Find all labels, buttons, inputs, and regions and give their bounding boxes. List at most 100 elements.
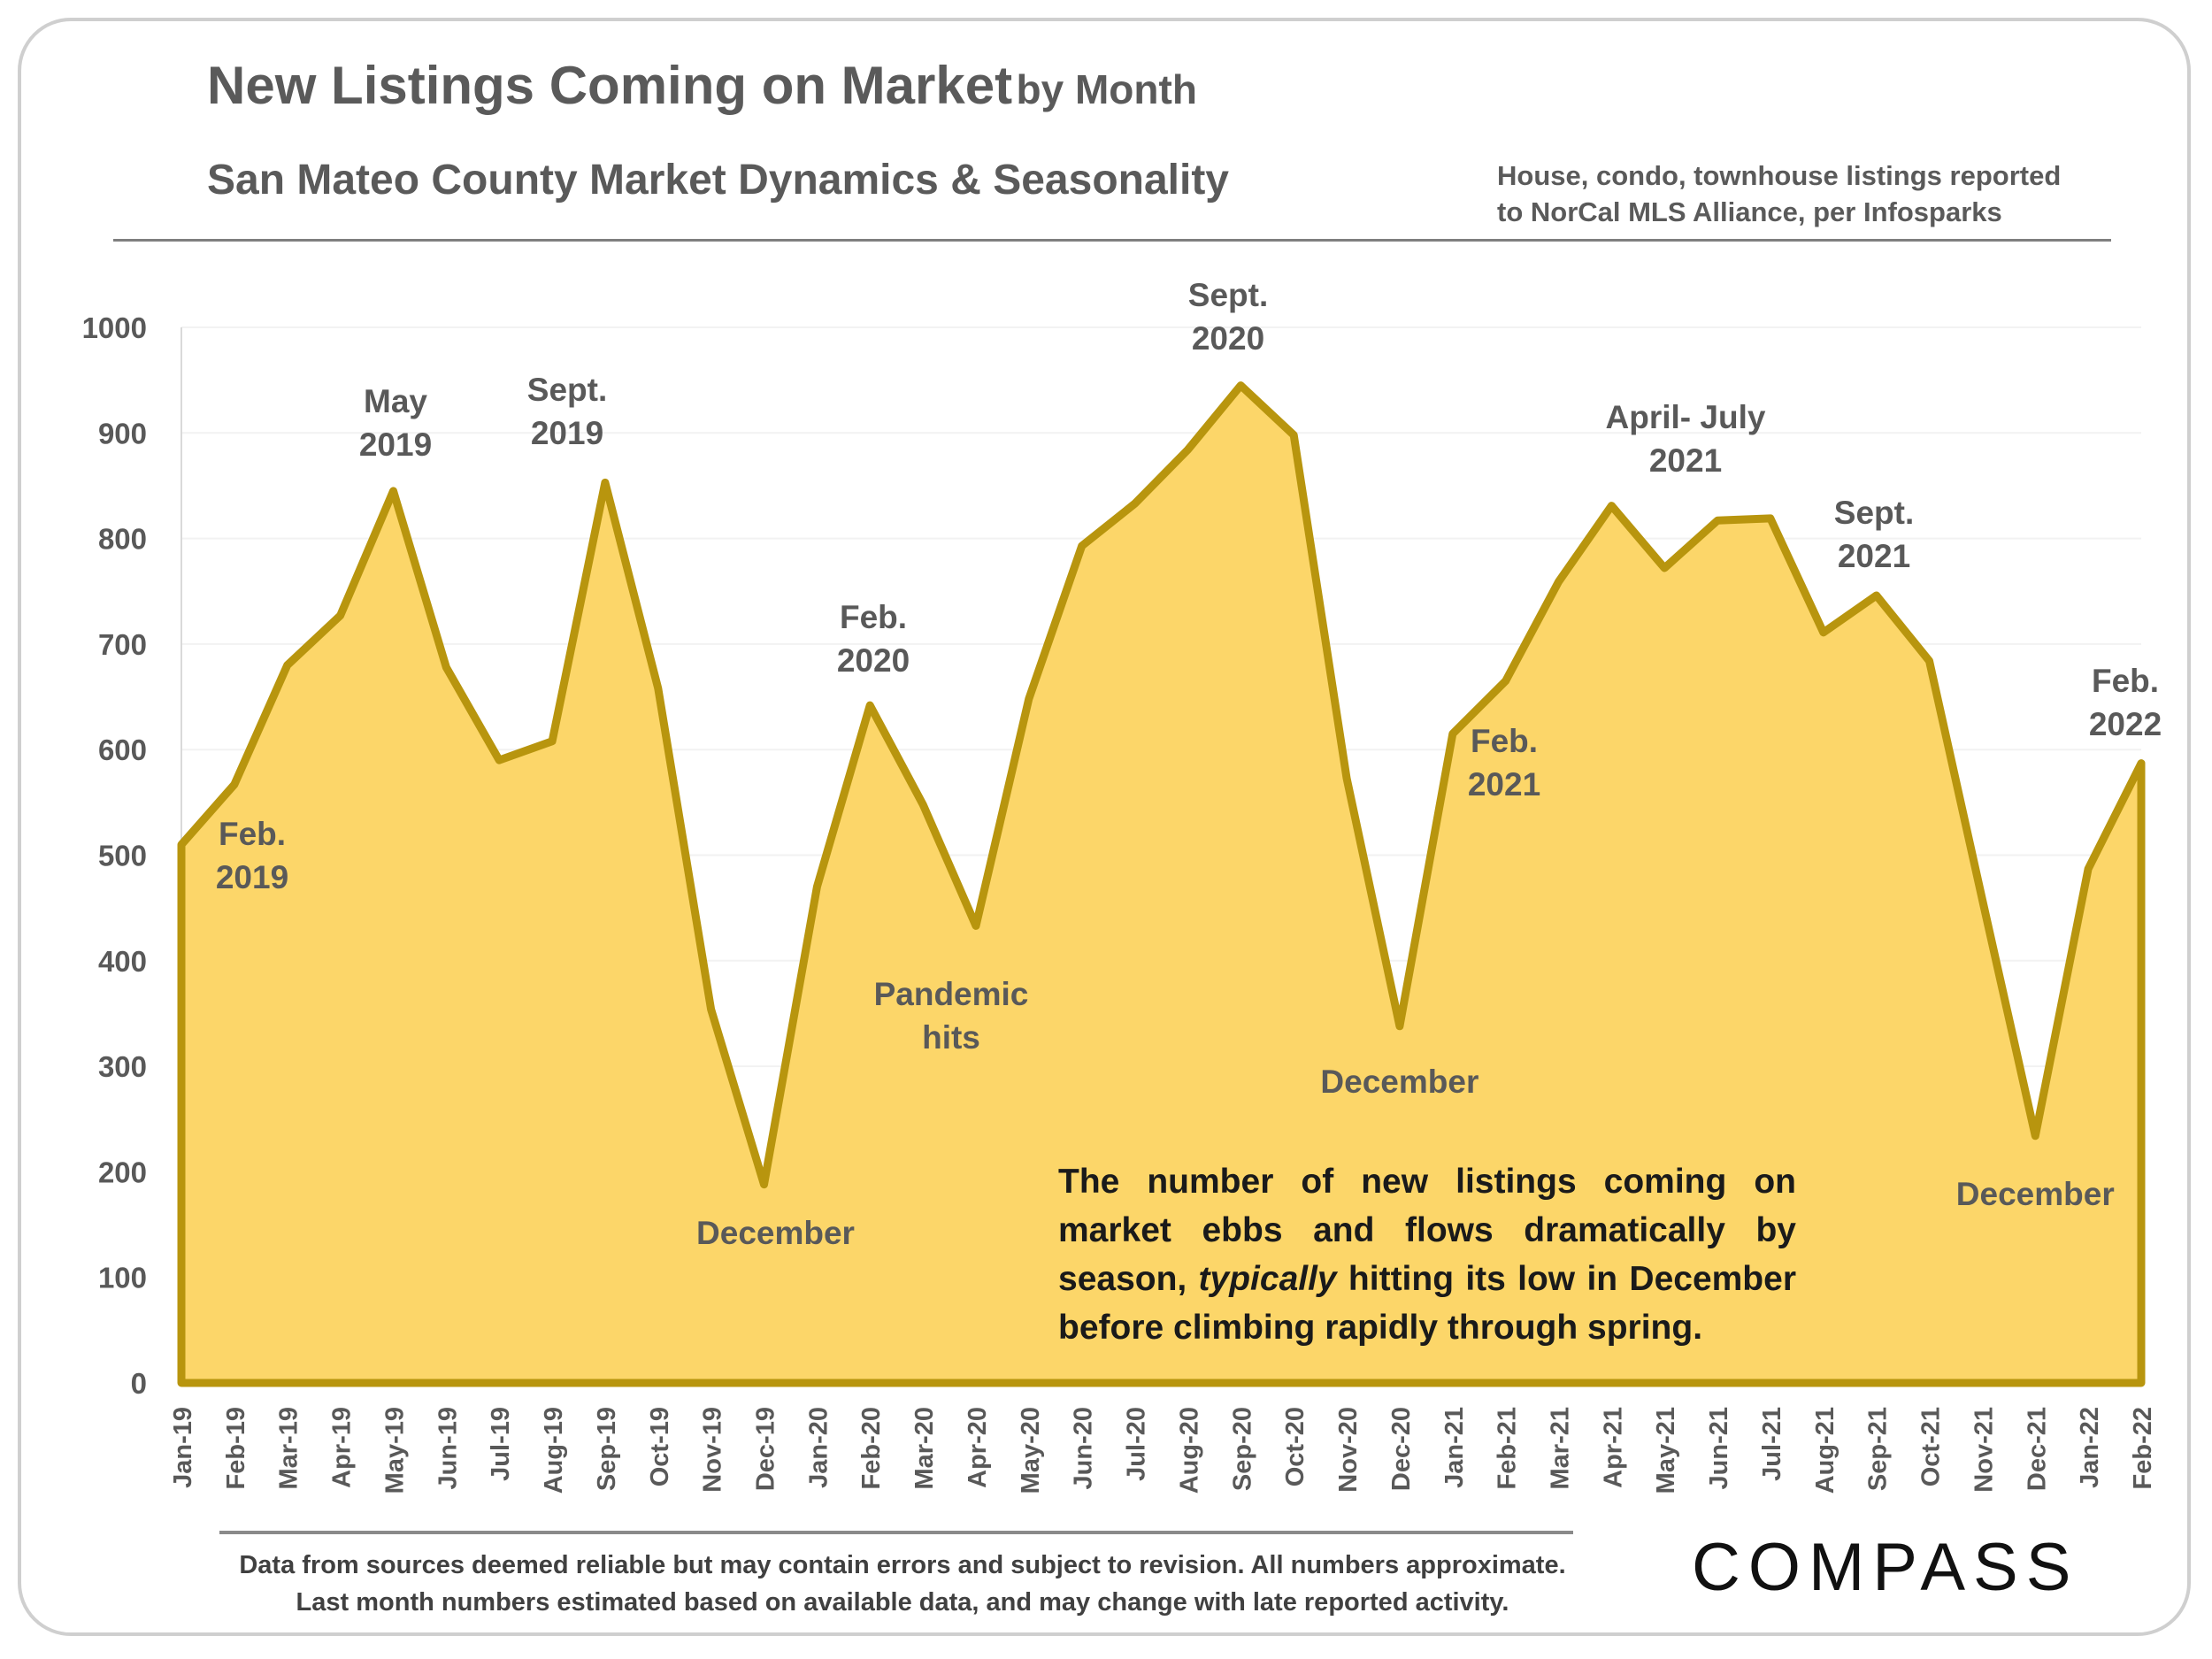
x-tick-label-Feb-20: Feb-20 — [857, 1407, 886, 1489]
data-point-Oct-19 — [655, 686, 661, 691]
data-point-Feb-20 — [867, 703, 873, 709]
x-tick-label-May-21: May-21 — [1652, 1407, 1680, 1494]
y-tick-label-300: 300 — [98, 1050, 147, 1083]
x-tick-label-Jul-21: Jul-21 — [1758, 1407, 1786, 1481]
x-tick-label-Dec-21: Dec-21 — [2023, 1407, 2051, 1491]
annotation-december: December — [1320, 1064, 1479, 1100]
annotation-line: Sept. — [527, 372, 607, 408]
annotation-line: 2019 — [359, 426, 432, 463]
data-point-Sep-21 — [1873, 593, 1879, 598]
y-tick-label-600: 600 — [98, 733, 147, 766]
disclaimer-line2: Last month numbers estimated based on av… — [296, 1588, 1509, 1617]
disclaimer: Data from sources deemed reliable but ma… — [159, 1547, 1646, 1621]
x-tick-label-Jul-19: Jul-19 — [487, 1407, 515, 1481]
compass-logo: COMPASS — [1692, 1530, 2079, 1605]
chart-title-main: New Listings Coming on Market — [207, 56, 1013, 115]
x-tick-label-Nov-21: Nov-21 — [1970, 1407, 1998, 1493]
x-tick-label-Jun-20: Jun-20 — [1070, 1407, 1098, 1489]
data-point-Jan-21 — [1449, 731, 1455, 737]
y-tick-label-0: 0 — [131, 1367, 147, 1400]
annotation-sept-2020: Sept. 2020 — [1188, 277, 1268, 357]
data-point-Sep-19 — [602, 480, 608, 486]
data-point-Sep-20 — [1238, 382, 1244, 388]
annotation-sept-2019: Sept. 2019 — [527, 372, 607, 451]
data-point-Jan-22 — [2085, 866, 2092, 872]
x-tick-label-Aug-19: Aug-19 — [540, 1407, 568, 1494]
x-tick-label-Jan-20: Jan-20 — [804, 1407, 833, 1488]
data-point-Apr-19 — [337, 612, 343, 618]
x-tick-label-Jul-20: Jul-20 — [1123, 1407, 1151, 1481]
data-point-Aug-20 — [1185, 447, 1191, 453]
annotation-april-july-2021: April- July 2021 — [1606, 399, 1766, 479]
data-point-Oct-20 — [1291, 432, 1297, 438]
annotation-line: hits — [922, 1019, 980, 1056]
annotation-line: 2020 — [837, 642, 910, 679]
chart-title: New Listings Coming on Market by Month — [207, 55, 1197, 116]
x-tick-label-Feb-22: Feb-22 — [2129, 1407, 2157, 1489]
disclaimer-line1: Data from sources deemed reliable but ma… — [239, 1551, 1566, 1579]
annotation-sept-2021: Sept. 2021 — [1834, 495, 1914, 574]
commentary-part2: hitting its low in December before climb… — [1058, 1260, 1796, 1347]
x-tick-label-Oct-19: Oct-19 — [646, 1407, 674, 1486]
chart-commentary: The number of new listings coming on mar… — [1058, 1157, 1796, 1352]
data-point-Aug-19 — [549, 738, 556, 744]
x-tick-label-Nov-20: Nov-20 — [1334, 1407, 1363, 1493]
annotation-line: December — [1320, 1064, 1479, 1100]
data-point-Jun-20 — [1079, 543, 1085, 549]
annotation-line: Pandemic — [874, 976, 1029, 1012]
data-point-Nov-20 — [1344, 775, 1349, 781]
chart-title-sub: by Month — [1016, 66, 1197, 112]
x-tick-label-Feb-19: Feb-19 — [222, 1407, 250, 1489]
data-point-Dec-19 — [761, 1181, 767, 1187]
y-tick-label-900: 900 — [98, 417, 147, 449]
x-tick-label-Sep-21: Sep-21 — [1864, 1407, 1893, 1491]
data-point-Jun-21 — [1715, 518, 1721, 524]
data-point-May-20 — [1025, 695, 1032, 702]
y-tick-label-500: 500 — [98, 840, 147, 872]
annotation-line: May — [364, 383, 427, 419]
data-point-Jan-20 — [814, 884, 820, 890]
annotation-line: December — [1956, 1176, 2115, 1212]
x-tick-label-Mar-21: Mar-21 — [1546, 1407, 1574, 1490]
annotation-pandemic-hits: Pandemic hits — [874, 976, 1029, 1056]
source-note: House, condo, townhouse listings reporte… — [1497, 157, 2061, 230]
x-tick-label-Oct-20: Oct-20 — [1281, 1407, 1310, 1486]
annotation-line: 2020 — [1192, 320, 1264, 357]
data-point-Feb-19 — [231, 781, 237, 787]
annotation-line: December — [696, 1215, 855, 1251]
x-tick-label-Feb-21: Feb-21 — [1494, 1407, 1522, 1489]
data-point-Nov-21 — [1979, 896, 1985, 902]
x-tick-label-Aug-20: Aug-20 — [1175, 1407, 1203, 1494]
y-tick-label-400: 400 — [98, 945, 147, 978]
annotation-line: 2021 — [1468, 766, 1540, 803]
annotation-line: April- July — [1606, 399, 1766, 435]
annotation-december: December — [696, 1215, 855, 1251]
annotation-line: 2021 — [1838, 538, 1910, 574]
x-tick-label-May-19: May-19 — [380, 1407, 409, 1494]
annotation-line: Sept. — [1188, 277, 1268, 313]
annotation-feb-2021: Feb. 2021 — [1468, 723, 1540, 803]
x-tick-label-Dec-20: Dec-20 — [1387, 1407, 1416, 1491]
data-point-Feb-22 — [2139, 760, 2144, 766]
x-tick-label-Mar-20: Mar-20 — [910, 1407, 939, 1490]
annotation-line: 2021 — [1649, 442, 1722, 479]
x-tick-label-Sep-20: Sep-20 — [1228, 1407, 1256, 1491]
x-tick-label-Apr-21: Apr-21 — [1599, 1407, 1627, 1488]
data-point-Jul-21 — [1767, 515, 1773, 521]
data-point-Apr-21 — [1609, 503, 1615, 509]
annotation-line: 2019 — [216, 859, 288, 895]
annotation-line: 2019 — [531, 415, 603, 451]
data-point-Jan-19 — [179, 841, 184, 848]
annotation-line: Feb. — [2092, 663, 2159, 699]
source-note-line1: House, condo, townhouse listings reporte… — [1497, 160, 2062, 191]
commentary-emphasis: typically — [1198, 1260, 1337, 1298]
annotation-december: December — [1956, 1176, 2115, 1212]
data-point-Nov-19 — [708, 1006, 714, 1012]
x-tick-label-Apr-20: Apr-20 — [964, 1407, 992, 1488]
x-tick-label-Dec-19: Dec-19 — [752, 1407, 780, 1491]
x-tick-label-May-20: May-20 — [1017, 1407, 1045, 1494]
annotation-feb-2019: Feb. 2019 — [216, 816, 288, 895]
footer-divider — [219, 1531, 1573, 1534]
data-point-Mar-19 — [284, 662, 290, 668]
y-tick-label-1000: 1000 — [82, 311, 147, 344]
